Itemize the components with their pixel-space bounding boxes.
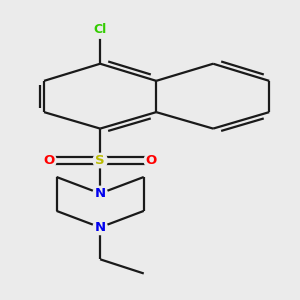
Circle shape [144,153,158,168]
Circle shape [93,153,107,168]
Text: O: O [146,154,157,167]
Circle shape [42,153,56,168]
Circle shape [93,220,107,235]
Circle shape [92,21,109,38]
Circle shape [93,186,107,201]
Text: N: N [94,221,106,234]
Text: O: O [44,154,55,167]
Text: Cl: Cl [94,23,107,36]
Text: N: N [94,187,106,200]
Text: S: S [95,154,105,167]
